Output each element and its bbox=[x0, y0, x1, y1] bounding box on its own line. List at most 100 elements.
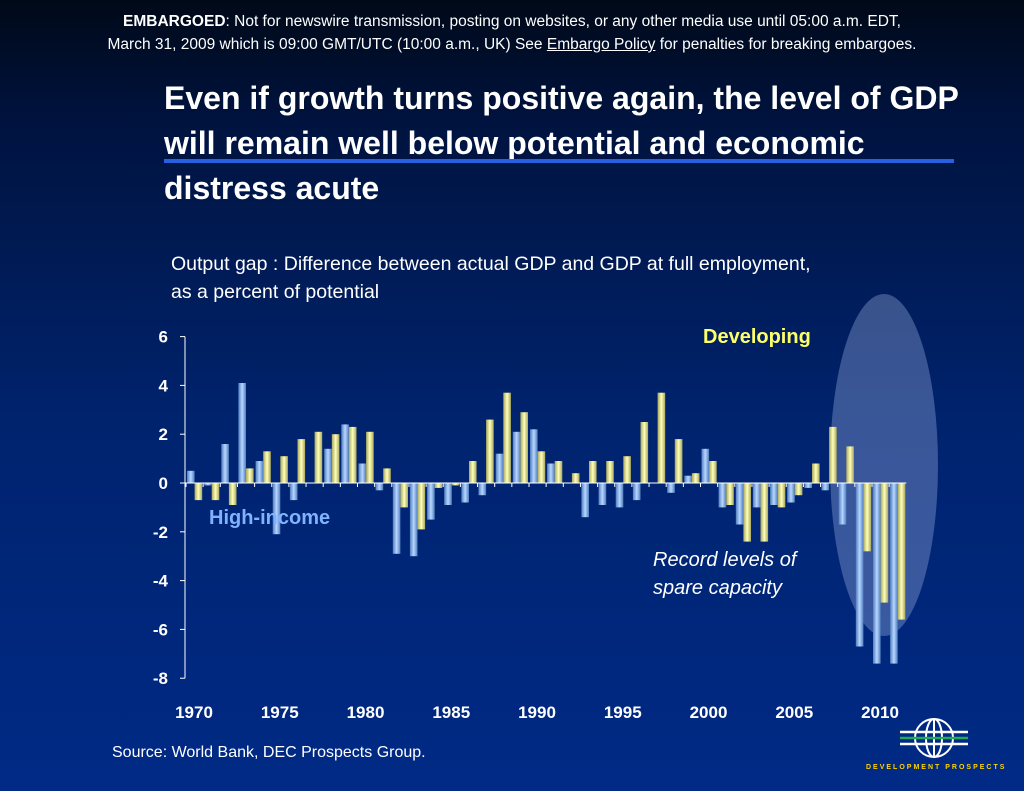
bar-developing-2008 bbox=[846, 446, 854, 483]
bar-high-income-1999 bbox=[684, 475, 692, 483]
embargo-notice: EMBARGOED: Not for newswire transmission… bbox=[0, 10, 1024, 56]
bar-developing-2006 bbox=[812, 463, 820, 483]
bar-developing-1995 bbox=[623, 456, 631, 483]
bar-developing-2010 bbox=[880, 483, 889, 603]
bar-developing-2011 bbox=[897, 483, 906, 620]
x-tick-label: 1975 bbox=[261, 703, 299, 722]
y-tick-label: -6 bbox=[153, 620, 168, 639]
bar-high-income-1976 bbox=[289, 483, 298, 501]
bar-high-income-1983 bbox=[409, 483, 418, 557]
bar-developing-1999 bbox=[691, 473, 700, 483]
bar-developing-1976 bbox=[297, 439, 306, 483]
y-tick-label: -4 bbox=[153, 572, 169, 591]
bar-high-income-1988 bbox=[495, 453, 504, 483]
bar-developing-1998 bbox=[674, 439, 683, 483]
bar-developing-1984 bbox=[434, 483, 443, 488]
bar-developing-1971 bbox=[211, 483, 220, 501]
bar-developing-1993 bbox=[589, 461, 597, 483]
bar-high-income-1971 bbox=[204, 483, 212, 486]
y-tick-label: 6 bbox=[159, 328, 168, 347]
bar-developing-1991 bbox=[554, 461, 563, 483]
logo-text: DEVELOPMENT PROSPECTS bbox=[866, 764, 1007, 771]
bar-developing-2000 bbox=[709, 461, 717, 483]
bar-high-income-2011 bbox=[890, 483, 898, 664]
legend-high-income: High-income bbox=[209, 507, 331, 529]
embargo-text-1: : Not for newswire transmission, posting… bbox=[225, 13, 901, 30]
bar-high-income-2010 bbox=[873, 483, 881, 664]
bar-high-income-1975 bbox=[272, 483, 281, 535]
bar-high-income-1970 bbox=[187, 470, 195, 483]
y-tick-label: -8 bbox=[153, 669, 168, 688]
bar-developing-2003 bbox=[760, 483, 769, 542]
y-tick-label: 4 bbox=[159, 376, 169, 395]
y-tick-label: 0 bbox=[159, 474, 168, 493]
bar-high-income-1980 bbox=[358, 463, 367, 483]
x-tick-label: 1985 bbox=[432, 703, 470, 722]
bar-developing-1996 bbox=[640, 422, 649, 483]
bar-high-income-1990 bbox=[530, 429, 538, 483]
source-note: Source: World Bank, DEC Prospects Group. bbox=[112, 744, 426, 761]
bar-high-income-2007 bbox=[821, 483, 830, 491]
legend-developing: Developing bbox=[703, 326, 811, 348]
bar-developing-1986 bbox=[469, 461, 477, 483]
bar-high-income-1993 bbox=[581, 483, 589, 518]
embargo-label: EMBARGOED bbox=[123, 13, 226, 30]
bar-high-income-1989 bbox=[512, 431, 521, 483]
bar-high-income-1994 bbox=[598, 483, 607, 505]
embargo-policy-link[interactable]: Embargo Policy bbox=[546, 36, 656, 53]
annotation: Record levels of spare capacity bbox=[653, 546, 796, 602]
slide-title: Even if growth turns positive again, the… bbox=[164, 80, 959, 206]
bar-developing-1990 bbox=[537, 451, 546, 483]
bar-high-income-1972 bbox=[221, 444, 229, 483]
bar-high-income-1973 bbox=[238, 383, 246, 483]
bar-high-income-1985 bbox=[444, 483, 452, 505]
bar-developing-1982 bbox=[400, 483, 408, 508]
bar-developing-2005 bbox=[794, 483, 803, 496]
bar-high-income-1982 bbox=[392, 483, 401, 554]
bar-developing-2002 bbox=[743, 483, 751, 542]
bar-developing-1985 bbox=[451, 483, 460, 486]
bar-developing-1983 bbox=[417, 483, 426, 530]
bar-high-income-1986 bbox=[461, 483, 469, 503]
x-tick-label: 1990 bbox=[518, 703, 556, 722]
x-tick-label: 1970 bbox=[175, 703, 213, 722]
bar-high-income-2004 bbox=[770, 483, 778, 505]
bar-high-income-2005 bbox=[787, 483, 795, 503]
embargo-text-3: for penalties for breaking embargoes. bbox=[655, 36, 917, 53]
bar-high-income-2000 bbox=[701, 448, 710, 483]
bar-developing-1981 bbox=[383, 468, 391, 483]
bar-developing-1987 bbox=[486, 419, 494, 483]
bar-high-income-1996 bbox=[632, 483, 641, 501]
bar-developing-1970 bbox=[194, 483, 203, 501]
bar-developing-1994 bbox=[606, 461, 614, 483]
bar-developing-1988 bbox=[503, 392, 511, 483]
bar-developing-1973 bbox=[246, 468, 254, 483]
x-tick-label: 2000 bbox=[690, 703, 728, 722]
x-tick-label: 1995 bbox=[604, 703, 642, 722]
bar-high-income-1974 bbox=[255, 461, 264, 483]
bar-high-income-2008 bbox=[838, 483, 847, 525]
bar-developing-1980 bbox=[366, 431, 374, 483]
y-tick-label: 2 bbox=[159, 425, 168, 444]
bar-high-income-1978 bbox=[324, 448, 332, 483]
bar-high-income-2003 bbox=[752, 483, 761, 508]
bar-high-income-1984 bbox=[427, 483, 435, 520]
bar-developing-1972 bbox=[228, 483, 237, 505]
annotation-line-1: Record levels of bbox=[653, 549, 797, 571]
bar-high-income-2006 bbox=[804, 483, 812, 488]
annotation-line-2: spare capacity bbox=[653, 577, 782, 599]
x-tick-label: 1980 bbox=[347, 703, 385, 722]
bar-high-income-1998 bbox=[667, 483, 675, 493]
bar-high-income-1987 bbox=[478, 483, 487, 496]
bar-developing-2004 bbox=[777, 483, 786, 508]
bar-high-income-2001 bbox=[718, 483, 727, 508]
bar-developing-1974 bbox=[263, 451, 271, 483]
bar-high-income-1979 bbox=[341, 424, 349, 483]
subtitle-line-2: as a percent of potential bbox=[171, 281, 380, 303]
bar-high-income-1981 bbox=[375, 483, 384, 491]
bar-developing-1977 bbox=[314, 431, 323, 483]
bar-developing-1997 bbox=[657, 392, 666, 483]
bar-high-income-1991 bbox=[547, 463, 555, 483]
title-underline bbox=[164, 159, 954, 163]
